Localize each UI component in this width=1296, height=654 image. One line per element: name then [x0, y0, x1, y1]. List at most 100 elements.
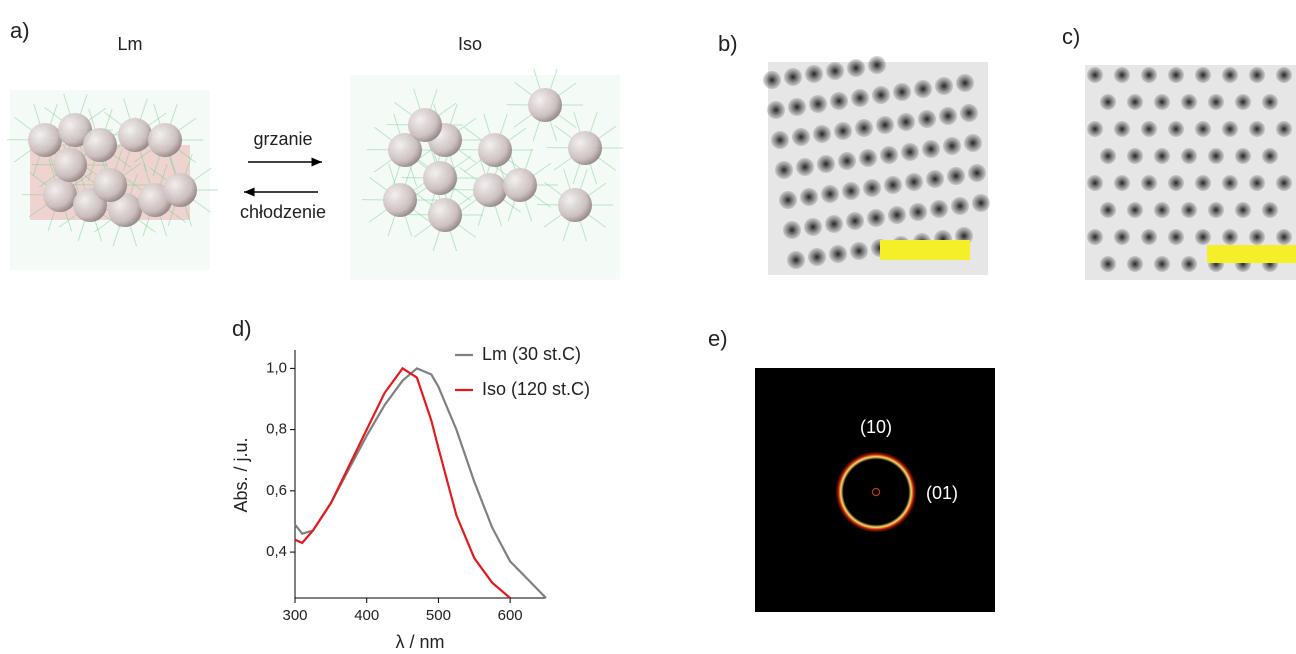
particle: [1168, 67, 1184, 83]
particle: [1154, 256, 1170, 272]
y-tick-label: 1,0: [266, 359, 287, 376]
particle: [968, 164, 986, 182]
particle: [1195, 175, 1211, 191]
particle: [1276, 175, 1292, 191]
particle: [1114, 121, 1130, 137]
nanoparticle: [558, 188, 592, 222]
nanoparticle: [408, 108, 442, 142]
nanoparticle: [28, 123, 62, 157]
particle: [1127, 148, 1143, 164]
panel-label: b): [718, 31, 738, 56]
nanoparticle: [118, 118, 152, 152]
particle: [767, 101, 785, 119]
particle: [1087, 67, 1103, 83]
particle: [805, 65, 823, 83]
panel-label: c): [1062, 24, 1080, 49]
particle: [829, 245, 847, 263]
particle: [960, 104, 978, 122]
nanoparticle: [163, 173, 197, 207]
particle: [842, 182, 860, 200]
particle: [1141, 229, 1157, 245]
nanoparticle: [473, 173, 507, 207]
particle: [830, 92, 848, 110]
arrow-label: chłodzenie: [240, 202, 326, 222]
particle: [1141, 67, 1157, 83]
scale-bar: [1207, 245, 1296, 263]
particle: [826, 62, 844, 80]
figure: a) Lm Iso grzanie chłodzenie b) c) d) e)…: [0, 0, 1296, 654]
particle: [1222, 67, 1238, 83]
particle: [1276, 229, 1292, 245]
particle: [1181, 202, 1197, 218]
particle: [1087, 175, 1103, 191]
particle: [796, 158, 814, 176]
particle: [1276, 67, 1292, 83]
x-axis-label: λ / nm: [395, 632, 444, 652]
nanoparticle: [528, 88, 562, 122]
nanoparticle: [423, 161, 457, 195]
particle: [1114, 175, 1130, 191]
particle: [1195, 229, 1211, 245]
particle: [1235, 202, 1251, 218]
particle: [1222, 121, 1238, 137]
nanoparticle: [93, 168, 127, 202]
particle: [872, 86, 890, 104]
particle: [825, 215, 843, 233]
particle: [1141, 175, 1157, 191]
particle: [1100, 202, 1116, 218]
particle: [1154, 148, 1170, 164]
particle: [808, 248, 826, 266]
data-line: [295, 368, 510, 598]
particle: [1181, 148, 1197, 164]
particle: [901, 143, 919, 161]
panel-label: e): [708, 326, 728, 351]
x-tick-label: 300: [282, 607, 307, 624]
nanoparticle: [428, 198, 462, 232]
particle: [800, 188, 818, 206]
particle: [1168, 229, 1184, 245]
particle: [1168, 175, 1184, 191]
particle: [784, 68, 802, 86]
particle: [1168, 121, 1184, 137]
particle: [847, 59, 865, 77]
particle: [817, 155, 835, 173]
nanoparticle: [83, 128, 117, 162]
particle: [855, 119, 873, 137]
particle: [935, 77, 953, 95]
particle: [850, 242, 868, 260]
x-tick-label: 500: [426, 607, 451, 624]
panel-label: d): [232, 316, 252, 341]
particle: [1127, 94, 1143, 110]
particle: [893, 83, 911, 101]
particle: [859, 149, 877, 167]
particle: [884, 176, 902, 194]
particle: [1100, 148, 1116, 164]
particle: [851, 89, 869, 107]
particle: [846, 212, 864, 230]
particle: [956, 74, 974, 92]
particle: [943, 137, 961, 155]
phase-label: Iso: [458, 34, 482, 54]
particle: [930, 200, 948, 218]
particle: [1100, 256, 1116, 272]
particle: [1262, 148, 1278, 164]
particle: [1154, 94, 1170, 110]
nanoparticle: [568, 131, 602, 165]
particle: [964, 134, 982, 152]
nanoparticle: [478, 133, 512, 167]
particle: [1087, 121, 1103, 137]
y-tick-label: 0,4: [266, 543, 287, 560]
legend-label: Lm (30 st.C): [482, 344, 581, 364]
particle: [888, 206, 906, 224]
arrow-label: grzanie: [253, 129, 312, 149]
particle: [880, 146, 898, 164]
nanoparticle: [43, 178, 77, 212]
particle: [1249, 175, 1265, 191]
nanoparticle: [148, 123, 182, 157]
particle: [1276, 121, 1292, 137]
particle: [1262, 94, 1278, 110]
particle: [868, 56, 886, 74]
nanoparticle: [383, 183, 417, 217]
particle: [1208, 94, 1224, 110]
particle: [1181, 94, 1197, 110]
